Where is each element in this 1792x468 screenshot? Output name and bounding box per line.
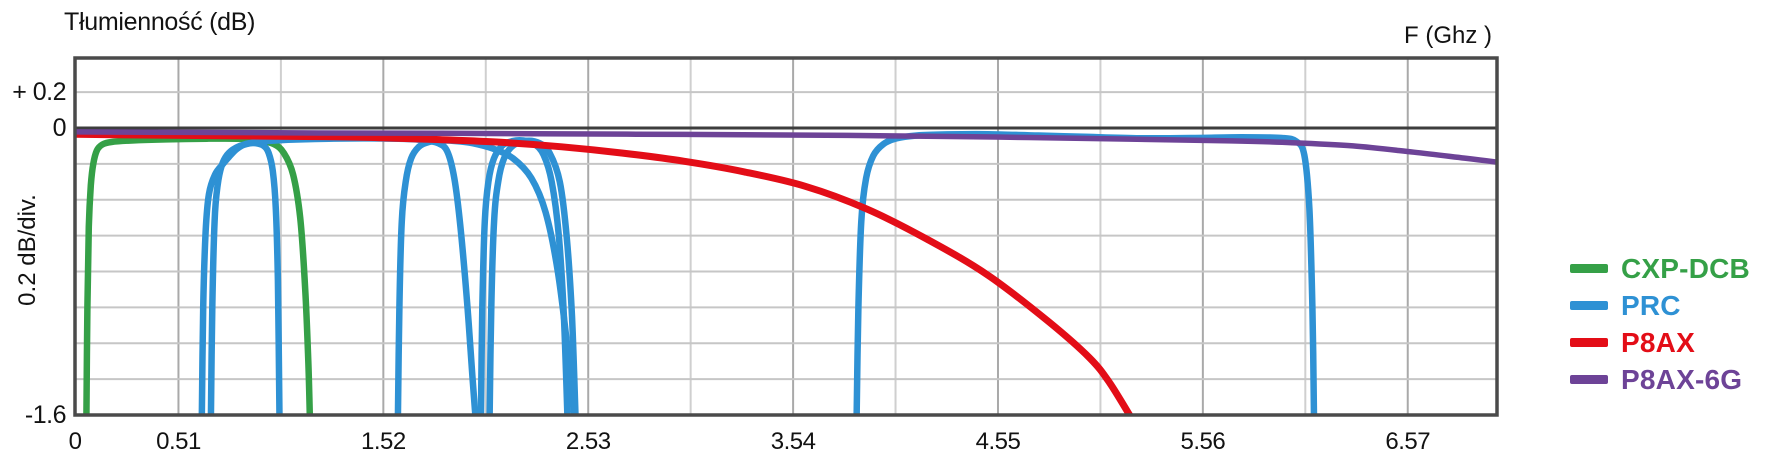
x-tick-label: 5.56 (1180, 428, 1226, 455)
series-path-prc (207, 135, 479, 415)
series-path-cxp-dcb (83, 135, 314, 415)
plot-border (73, 56, 1499, 417)
y-tick-label: + 0.2 (12, 78, 66, 107)
x-axis-unit-label: F (Ghz ) (1404, 22, 1492, 49)
x-tick-label: 2.53 (565, 428, 611, 455)
legend-item-p8ax-6g: P8AX-6G (1570, 361, 1750, 398)
series-path-prc (853, 130, 1318, 415)
chart-title: Tłumienność (dB) (64, 8, 256, 36)
y-tick-label: 0 (52, 113, 67, 142)
x-tick-label: 0 (68, 428, 82, 455)
legend-item-prc: PRC (1570, 287, 1750, 324)
x-tick-label: 3.54 (770, 428, 816, 455)
legend-swatch (1570, 264, 1608, 273)
legend-item-p8ax: P8AX (1570, 324, 1750, 361)
legend-label: PRC (1621, 289, 1681, 321)
legend-swatch (1570, 301, 1608, 310)
legend-label: P8AX (1621, 326, 1695, 358)
x-tick-label: 4.55 (975, 428, 1021, 455)
legend-item-cxp-dcb: CXP-DCB (1570, 250, 1750, 287)
legend-label: CXP-DCB (1621, 252, 1750, 284)
legend-swatch (1570, 375, 1608, 384)
legend-swatch (1570, 338, 1608, 347)
series-path-p8ax (75, 130, 1134, 415)
chart-legend: CXP-DCB PRC P8AX P8AX-6G (1570, 250, 1750, 398)
x-tick-label: 1.52 (360, 428, 406, 455)
series-path-p8ax-6g (75, 129, 1497, 165)
x-tick-label: 6.57 (1385, 428, 1431, 455)
series-curves (75, 129, 1497, 415)
x-tick-label: 0.51 (156, 428, 201, 455)
legend-label: P8AX-6G (1621, 363, 1743, 395)
y-tick-label: -1.6 (24, 401, 67, 429)
